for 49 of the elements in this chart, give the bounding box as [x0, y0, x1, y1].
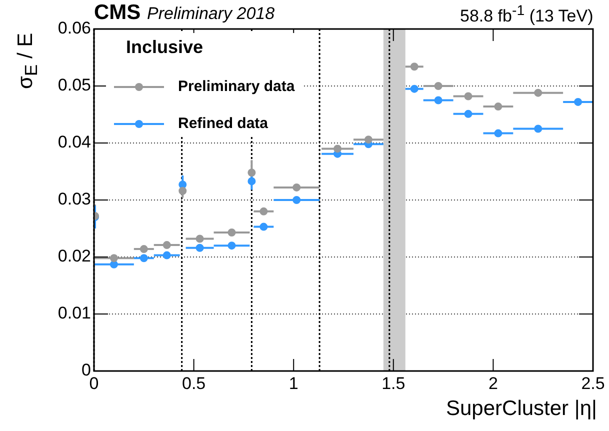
point: [292, 196, 301, 204]
point: [228, 228, 236, 236]
x-tick-label: 0.5: [182, 374, 206, 393]
text: 58.8 fb$^{-1}$ (13 TeV): [460, 3, 594, 27]
point: [334, 144, 342, 153]
point: [494, 129, 502, 138]
y-tick-label: 0.06: [58, 18, 91, 38]
point: [260, 222, 268, 231]
y-tick-label: 0: [82, 360, 91, 380]
point: [292, 183, 301, 192]
point: [178, 186, 187, 195]
y-tick-label: 0.01: [58, 304, 91, 323]
x-tick-label: 1: [288, 374, 298, 393]
chart-title: CMS: [94, 1, 141, 25]
point: [410, 62, 418, 71]
point: [162, 251, 171, 260]
y-tick-label: 0.04: [58, 132, 91, 152]
point: [110, 254, 118, 262]
point: [464, 92, 472, 100]
legend-title: Inclusive: [126, 37, 204, 58]
point: [574, 98, 582, 106]
x-tick-label: 1.5: [382, 374, 406, 393]
point: [162, 241, 171, 250]
point: [196, 234, 204, 243]
point: [248, 168, 256, 177]
point: [534, 88, 542, 97]
x-tick-label: 2: [488, 374, 498, 393]
x-axis-title: SuperCluster |η|: [446, 397, 597, 421]
y-tick-label: 0.02: [58, 246, 91, 266]
point: [260, 207, 268, 216]
y-tick-label: 0.05: [58, 76, 91, 95]
y-tick-label: 0.03: [58, 190, 91, 209]
point: [196, 244, 204, 252]
point: [228, 242, 236, 250]
point: [364, 136, 372, 144]
point: [110, 260, 118, 268]
chart-subtitle: Preliminary 2018: [147, 4, 275, 24]
point: [248, 177, 256, 186]
legend-label: Refined data: [178, 115, 268, 132]
x-tick-label: 2.5: [581, 374, 605, 393]
point: [140, 254, 148, 262]
point: [534, 124, 542, 133]
point: [434, 96, 442, 104]
point: [140, 245, 148, 254]
point: [410, 84, 418, 93]
point: [464, 110, 472, 118]
point: [494, 102, 502, 111]
legend-label: Preliminary data: [178, 78, 295, 95]
point: [434, 82, 442, 90]
